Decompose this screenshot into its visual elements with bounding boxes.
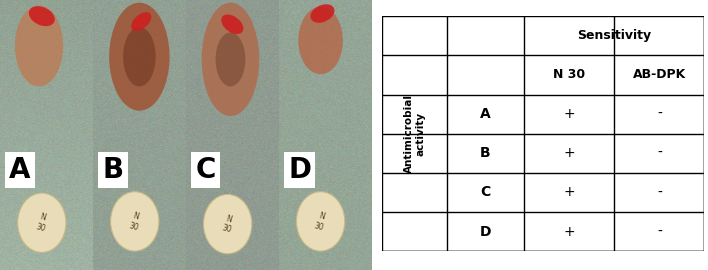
Ellipse shape	[15, 5, 63, 86]
Ellipse shape	[29, 6, 55, 26]
Text: N 30: N 30	[553, 68, 586, 82]
Ellipse shape	[110, 192, 159, 251]
Text: +: +	[564, 146, 575, 160]
Text: C: C	[195, 156, 215, 184]
Text: D: D	[288, 156, 311, 184]
Ellipse shape	[109, 3, 170, 111]
Text: C: C	[480, 185, 491, 199]
Text: N
30: N 30	[314, 211, 328, 232]
Bar	[382, 16, 447, 251]
Text: B: B	[480, 146, 491, 160]
Text: A: A	[480, 107, 491, 121]
Text: +: +	[564, 185, 575, 199]
Text: Sensitivity: Sensitivity	[577, 29, 651, 42]
Ellipse shape	[297, 192, 345, 251]
Text: D: D	[479, 225, 491, 238]
Text: N
30: N 30	[127, 211, 142, 232]
Text: -: -	[657, 225, 662, 238]
Ellipse shape	[202, 3, 259, 116]
Ellipse shape	[203, 194, 252, 254]
Text: A: A	[9, 156, 30, 184]
Text: AB-DPK: AB-DPK	[633, 68, 686, 82]
Text: -: -	[657, 107, 662, 121]
Text: N
30: N 30	[35, 212, 49, 233]
Text: +: +	[564, 225, 575, 238]
Ellipse shape	[215, 32, 246, 86]
Text: -: -	[657, 185, 662, 199]
Text: -: -	[657, 146, 662, 160]
Text: +: +	[564, 107, 575, 121]
Ellipse shape	[131, 12, 152, 31]
Ellipse shape	[222, 15, 244, 34]
Text: B: B	[102, 156, 123, 184]
Ellipse shape	[123, 27, 156, 86]
Ellipse shape	[18, 193, 66, 252]
Ellipse shape	[298, 7, 343, 74]
Text: Antimicrobial
activity: Antimicrobial activity	[404, 94, 426, 173]
Text: N
30: N 30	[220, 214, 235, 235]
Ellipse shape	[310, 4, 334, 23]
